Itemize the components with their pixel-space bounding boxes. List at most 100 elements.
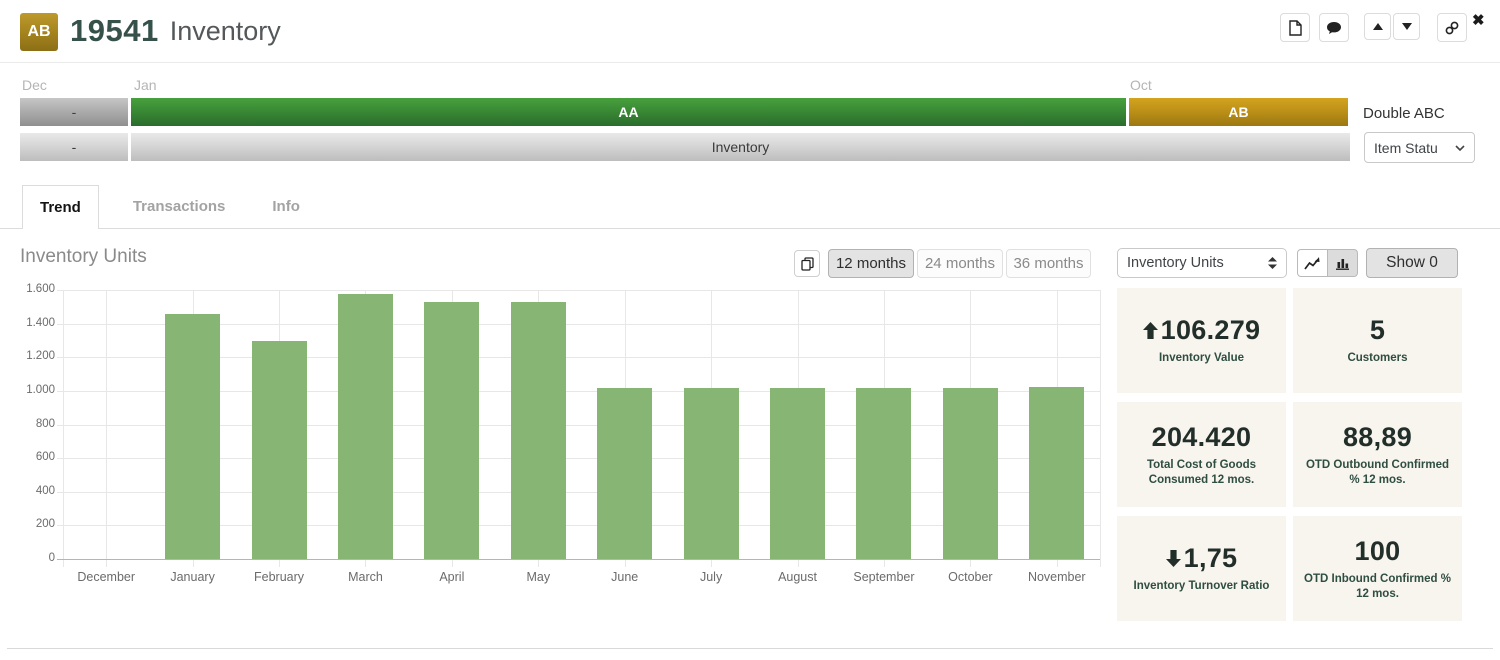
link-icon — [1445, 21, 1459, 34]
arrow-down-icon — [1165, 550, 1181, 568]
gridline-y — [57, 290, 1100, 291]
sort-arrows-icon — [1268, 257, 1277, 269]
y-axis-tick-label: 0 — [48, 552, 55, 564]
copy-icon — [800, 256, 814, 271]
kpi-card-2: 204.420 Total Cost of Goods Consumed 12 m… — [1117, 402, 1286, 507]
x-axis-tick-label: April — [439, 570, 465, 584]
bar-march[interactable] — [337, 294, 393, 559]
arrow-up-icon — [1142, 322, 1158, 340]
status-segment-empty[interactable]: - — [20, 133, 128, 161]
abc-class-badge: AB — [20, 13, 58, 51]
chart-title: Inventory Units — [20, 246, 147, 267]
gridline-x — [106, 290, 108, 567]
x-axis-tick-label: June — [611, 570, 639, 584]
document-icon — [1289, 19, 1302, 36]
document-button[interactable] — [1280, 13, 1310, 42]
range-button-12-months[interactable]: 12 months — [828, 249, 914, 278]
item-status-select[interactable]: Item Statu — [1364, 132, 1475, 163]
kpi-value: 100 — [1355, 536, 1401, 567]
bar-september[interactable] — [856, 387, 912, 559]
abc-segment-empty[interactable]: - — [20, 98, 128, 126]
x-axis-tick-label: March — [348, 570, 383, 584]
tab-info[interactable]: Info — [272, 198, 300, 215]
kpi-value-text: 5 — [1369, 315, 1386, 346]
inventory-units-bar-chart: 0 200 400 600 800 1.000 1.200 1.400 1.600 Decembe… — [20, 283, 1105, 595]
kpi-value-text: 88,89 — [1342, 422, 1413, 453]
gridline-y — [57, 357, 1100, 359]
metric-select[interactable]: Inventory Units — [1117, 248, 1287, 278]
comment-button[interactable] — [1319, 13, 1349, 42]
gridline-x-edge — [63, 290, 64, 567]
next-item-button[interactable] — [1393, 13, 1420, 40]
item-number: 19541 — [70, 13, 159, 48]
y-axis-tick-label: 400 — [35, 484, 55, 497]
kpi-label: Inventory Value — [1158, 352, 1244, 365]
gridline-x-edge — [1100, 290, 1101, 567]
page-title: 19541 Inventory — [70, 0, 281, 62]
item-title: Inventory — [169, 15, 281, 46]
kpi-value-text: 106.279 — [1160, 315, 1261, 346]
kpi-value: 106.279 — [1142, 315, 1261, 346]
kpi-value: 5 — [1370, 315, 1385, 346]
gridline-y — [57, 390, 1100, 392]
bar-october[interactable] — [942, 387, 998, 559]
kpi-card-3: 88,89 OTD Outbound Confirmed % 12 mos. — [1293, 402, 1462, 507]
show-zero-button[interactable]: Show 0 — [1366, 248, 1458, 278]
bar-february[interactable] — [251, 341, 307, 559]
close-icon[interactable]: ✖ — [1472, 12, 1485, 29]
gridline-y — [57, 525, 1100, 527]
x-axis-tick-label: August — [778, 570, 817, 584]
header-bar: AB 19541 Inventory ✖ — [0, 0, 1500, 63]
x-axis-tick-label: November — [1027, 570, 1086, 584]
y-axis-tick-label: 800 — [35, 417, 55, 430]
status-segment-inventory[interactable]: Inventory — [131, 133, 1350, 161]
gridline-y — [57, 491, 1100, 493]
tab-transactions[interactable]: Transactions — [132, 198, 226, 215]
abc-segment-aa[interactable]: AA — [131, 98, 1126, 126]
y-axis-tick-label: 600 — [35, 451, 55, 464]
bar-august[interactable] — [770, 387, 826, 559]
bar-january[interactable] — [165, 313, 221, 559]
kpi-label: Customers — [1347, 352, 1408, 365]
y-axis-tick-label: 200 — [35, 518, 55, 531]
bar-july[interactable] — [683, 387, 739, 559]
line-chart-toggle-button[interactable] — [1297, 249, 1328, 277]
caret-down-icon — [1401, 23, 1412, 30]
y-axis-tick-label: 1.000 — [26, 383, 55, 396]
caret-up-icon — [1372, 23, 1383, 30]
x-axis-tick-label: September — [853, 570, 915, 584]
bar-chart-toggle-button[interactable] — [1327, 249, 1358, 277]
copy-chart-button[interactable] — [794, 250, 820, 277]
kpi-card-0: 106.279 Inventory Value — [1117, 288, 1286, 393]
kpi-card-5: 100 OTD Inbound Confirmed % 12 mos. — [1293, 516, 1462, 621]
kpi-label: Total Cost of Goods Consumed 12 mos. — [1146, 459, 1257, 486]
strip-marker-oct: Oct — [1130, 77, 1152, 93]
x-axis-tick-label: January — [170, 570, 215, 584]
bar-june[interactable] — [597, 387, 653, 559]
kpi-value: 1,75 — [1165, 543, 1238, 574]
gridline-y — [57, 323, 1100, 325]
item-status-select-value: Item Statu — [1374, 139, 1438, 156]
bar-november[interactable] — [1029, 386, 1085, 559]
kpi-label: Inventory Turnover Ratio — [1133, 580, 1270, 593]
double-abc-label: Double ABC — [1363, 105, 1445, 122]
y-axis-tick-label: 1.200 — [26, 350, 55, 363]
kpi-label: OTD Inbound Confirmed % 12 mos. — [1304, 573, 1451, 600]
x-axis-line — [57, 559, 1100, 560]
kpi-value: 204.420 — [1152, 422, 1252, 453]
tabs-bar: Trend Transactions Info — [0, 185, 1500, 229]
kpi-grid: 106.279 Inventory Value 5 Customers 204.420 T… — [1117, 288, 1462, 621]
link-button[interactable] — [1437, 13, 1467, 42]
range-button-36-months[interactable]: 36 months — [1006, 249, 1091, 278]
metric-select-value: Inventory Units — [1127, 255, 1224, 271]
y-axis-tick-label: 1.400 — [26, 316, 55, 329]
bar-april[interactable] — [424, 301, 480, 559]
abc-segment-ab[interactable]: AB — [1129, 98, 1348, 126]
comment-icon — [1327, 21, 1341, 34]
range-button-24-months[interactable]: 24 months — [917, 249, 1003, 278]
x-axis-tick-label: December — [77, 570, 136, 584]
x-axis-tick-label: February — [254, 570, 305, 584]
bar-may[interactable] — [510, 301, 566, 559]
tab-trend[interactable]: Trend — [22, 185, 99, 229]
previous-item-button[interactable] — [1364, 13, 1391, 40]
